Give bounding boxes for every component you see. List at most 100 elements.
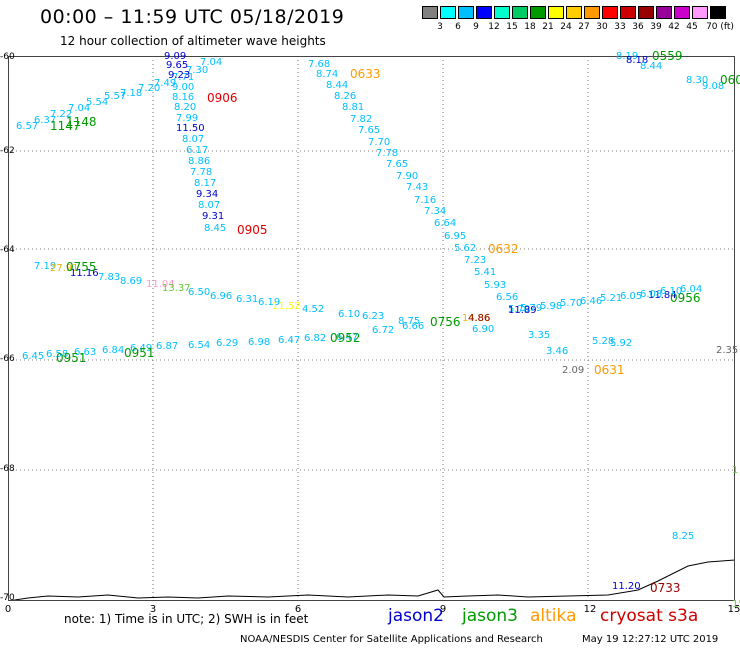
track-c-pass-top: 0633: [350, 67, 381, 81]
scale-swatch-10: [602, 6, 618, 19]
track-a-value: 7.04: [200, 57, 223, 68]
track-e-value: 6.82: [304, 333, 327, 344]
scale-label-10: 33: [614, 22, 626, 32]
track-c-value: 7.23: [464, 255, 487, 266]
track-c-value: 5.28: [592, 336, 615, 347]
track-b-value: 7.99: [176, 113, 199, 124]
generated-timestamp: May 19 12:27:12 UTC 2019: [582, 634, 719, 645]
track-b-value: 9.00: [172, 82, 195, 93]
track-c-pass-mid: 0632: [488, 242, 519, 256]
track-e-pass-left-2: 0951: [124, 346, 155, 360]
track-c-value: 8.81: [342, 102, 365, 113]
scale-label-11: 36: [632, 22, 644, 32]
track-c-value: 7.90: [396, 171, 419, 182]
track-c-value: 8.44: [326, 80, 349, 91]
scale-label-9: 30: [596, 22, 608, 32]
track-c-value: 7.82: [350, 114, 373, 125]
track-a-value: 7.22: [50, 109, 73, 120]
track-e-pass-left: 0951: [56, 351, 87, 365]
scale-swatch-1: [440, 6, 456, 19]
track-d-right-value: 5.98: [540, 300, 563, 312]
track-e-value: 6.47: [278, 335, 301, 346]
track-b-value: 9.65: [166, 60, 189, 71]
scale-label-4: 15: [506, 22, 518, 32]
track-b-value: 8.20: [174, 102, 197, 113]
track-c-value: 5.92: [610, 338, 633, 349]
track-d-special: 14.86: [462, 313, 491, 324]
legend-jason3: jason3: [462, 606, 518, 626]
track-c-value: 8.74: [316, 69, 339, 80]
track-c-value: 7.43: [406, 182, 429, 193]
track-b-value: 9.34: [196, 189, 219, 200]
track-c-value: 3.46: [546, 346, 569, 357]
scale-swatch-16: [710, 6, 726, 19]
scale-label-3: 12: [488, 22, 500, 32]
track-a-value: 6.57: [16, 121, 39, 132]
track-a-value: 7.20: [138, 83, 161, 94]
track-e-value: 6.98: [248, 337, 271, 348]
track-c-value: 7.70: [368, 137, 391, 148]
scale-swatch-12: [638, 6, 654, 19]
track-d-value: 8.75: [398, 316, 421, 327]
track-a-value: 5.57: [104, 91, 127, 102]
track-b-value: 9.23: [168, 70, 191, 81]
misc-value: 15: [732, 599, 740, 610]
track-f-value: 9.08: [702, 81, 725, 92]
y-tick-66: -66: [0, 354, 15, 364]
y-tick-60: -60: [0, 52, 15, 62]
x-tick-3: 3: [149, 604, 157, 615]
misc-pass: 0733: [650, 581, 681, 595]
track-d-value: 11.89: [508, 305, 537, 316]
track-f-value: 8.19: [616, 51, 639, 62]
footer-note: note: 1) Time is in UTC; 2) SWH is in fe…: [64, 612, 309, 626]
track-c-value: 7.68: [308, 59, 331, 70]
x-tick-15: 15: [727, 604, 740, 615]
scale-label-2: 9: [473, 22, 479, 32]
misc-value: 2.09: [562, 365, 585, 376]
track-c-value: 3.35: [528, 330, 551, 341]
track-b-value: 8.07: [182, 134, 205, 145]
misc-value: 2.35: [716, 345, 739, 356]
track-e-value: 6.49: [130, 343, 153, 354]
scale-swatch-4: [494, 6, 510, 19]
scale-label-14: 45: [686, 22, 698, 32]
track-d-special: 27.91: [50, 263, 79, 274]
scale-swatch-11: [620, 6, 636, 19]
track-d-pass-right: 0956: [670, 291, 701, 305]
track-e-pass-mid: 0952: [330, 331, 361, 345]
scale-label-6: 21: [542, 22, 554, 32]
scale-swatch-6: [530, 6, 546, 19]
y-tick-62: -62: [0, 146, 15, 156]
track-c-value: 5.79: [508, 304, 531, 315]
x-tick-0: 0: [4, 604, 12, 615]
track-d-value: 4.52: [302, 304, 325, 315]
scale-swatch-2: [458, 6, 474, 19]
map-title: 00:00 – 11:59 UTC 05/18/2019: [40, 6, 345, 28]
scale-swatch-7: [548, 6, 564, 19]
track-d-value: 6.31: [236, 294, 259, 305]
track-d-right-value: 6.46: [580, 295, 603, 307]
x-tick-12: 12: [583, 604, 597, 615]
track-d-value: 6.19: [258, 297, 281, 308]
scale-swatch-5: [512, 6, 528, 19]
x-tick-9: 9: [439, 604, 447, 615]
track-e-value: 6.84: [102, 345, 125, 356]
track-c-value: 7.65: [386, 159, 409, 170]
scale-label-13: 42: [668, 22, 680, 32]
track-c-value: 7.34: [424, 206, 447, 217]
scale-label-7: 24: [560, 22, 572, 32]
track-c-value: 7.78: [376, 148, 399, 159]
track-a-value: 7.04: [68, 103, 91, 114]
track-c-value: 6.95: [444, 231, 467, 242]
track-c-value: 6.64: [434, 218, 457, 229]
track-a-value: 7.30: [186, 65, 209, 76]
track-d-value: 6.96: [210, 291, 233, 302]
legend-cryosat-s3a: cryosat s3a: [600, 606, 699, 626]
scale-swatch-3: [476, 6, 492, 19]
track-c-value: 5.41: [474, 267, 497, 278]
track-d-pass-left: 0755: [66, 260, 97, 274]
scale-label-12: 39: [650, 22, 662, 32]
track-d-value: 7.83: [98, 272, 121, 283]
map-frame: [8, 56, 735, 601]
